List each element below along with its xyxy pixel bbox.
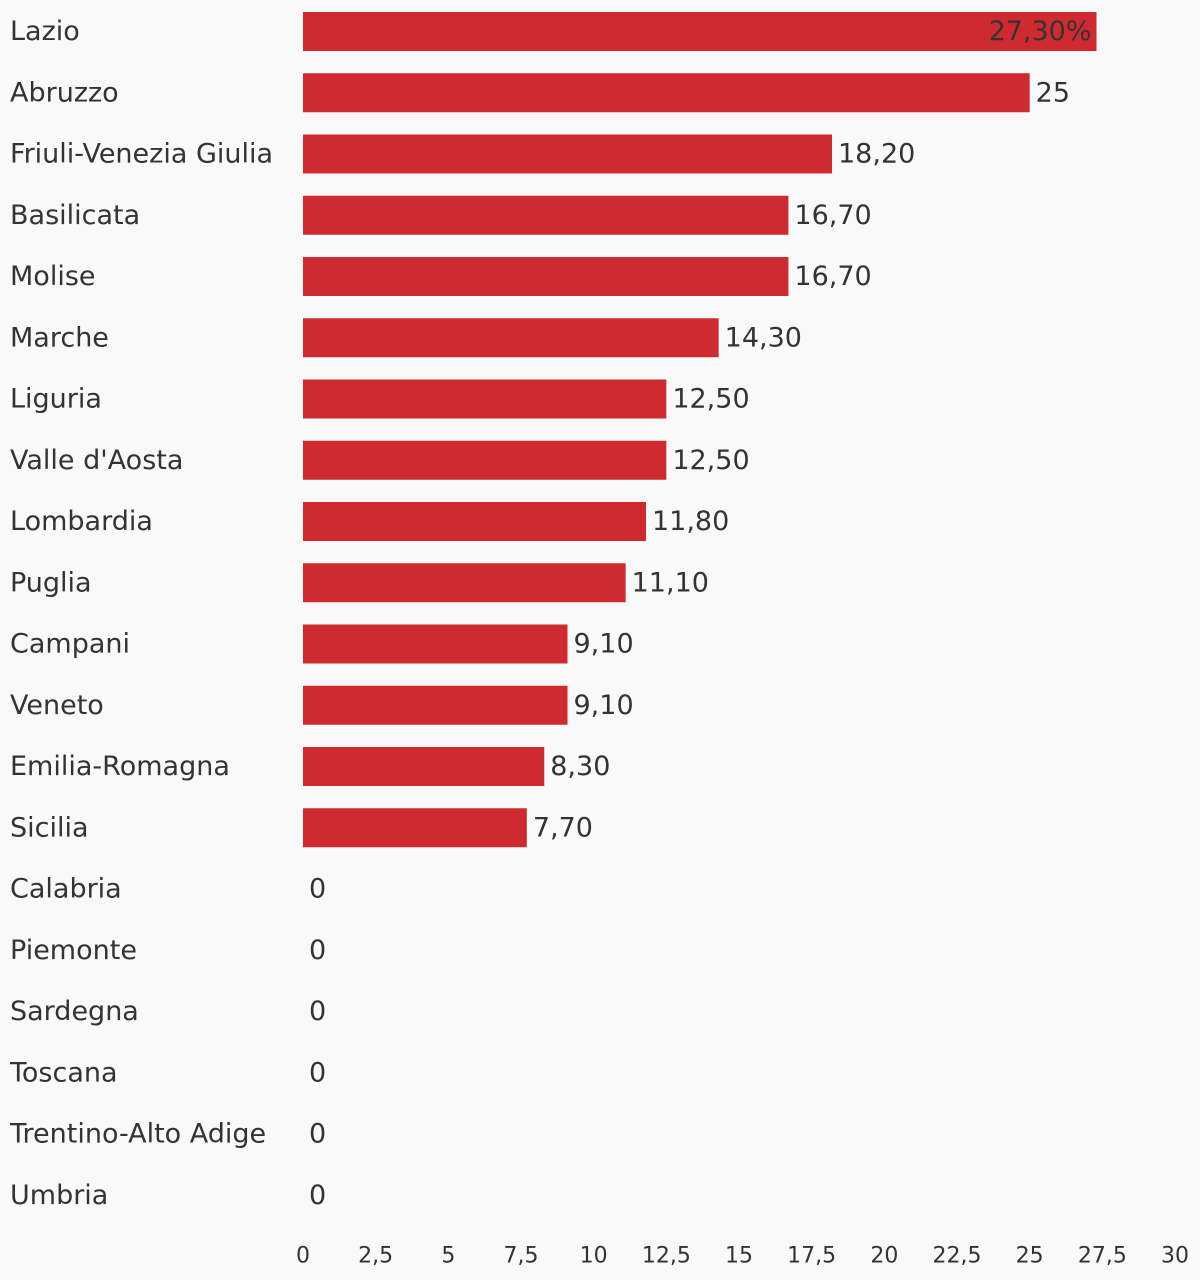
x-tick-label: 17,5 — [787, 1244, 836, 1269]
x-tick-label: 15 — [725, 1244, 753, 1269]
data-label: 25 — [1036, 77, 1070, 108]
category-label: Molise — [10, 261, 96, 292]
data-label: 18,20 — [838, 139, 915, 170]
x-tick-label: 7,5 — [504, 1244, 539, 1269]
category-label: Liguria — [10, 384, 102, 415]
bar — [303, 134, 833, 174]
data-label: 11,80 — [652, 506, 729, 537]
bar — [303, 73, 1030, 113]
bar — [303, 12, 1097, 51]
category-label: Valle d'Aosta — [10, 445, 183, 476]
category-label: Campani — [10, 629, 130, 660]
x-tick-label: 0 — [296, 1244, 310, 1269]
category-label: Toscana — [9, 1057, 118, 1088]
x-tick-label: 30 — [1161, 1244, 1189, 1269]
data-label: 12,50 — [672, 384, 749, 415]
data-label: 0 — [309, 1057, 326, 1088]
data-label: 0 — [309, 996, 326, 1027]
bar — [303, 563, 626, 603]
x-tick-label: 25 — [1016, 1244, 1044, 1269]
bar — [303, 195, 789, 235]
x-tick-label: 2,5 — [358, 1244, 393, 1269]
data-label: 9,10 — [574, 690, 634, 721]
data-label: 8,30 — [550, 751, 610, 782]
category-label: Calabria — [10, 874, 122, 905]
data-label: 0 — [309, 1119, 326, 1150]
x-tick-label: 5 — [441, 1244, 455, 1269]
data-label: 0 — [309, 935, 326, 966]
bar — [303, 808, 527, 848]
bar — [303, 318, 719, 358]
x-tick-label: 22,5 — [933, 1244, 982, 1269]
bar — [303, 624, 568, 664]
bar — [303, 257, 789, 296]
bar — [303, 440, 667, 480]
category-label: Veneto — [10, 690, 104, 721]
x-tick-label: 27,5 — [1078, 1244, 1127, 1269]
category-label: Friuli-Venezia Giulia — [10, 139, 273, 170]
category-label: Lazio — [10, 16, 80, 47]
category-label: Piemonte — [10, 935, 137, 966]
bar — [303, 502, 646, 541]
category-label: Sardegna — [10, 996, 139, 1027]
x-tick-label: 20 — [870, 1244, 898, 1269]
x-axis-ticks: 0 2,5 5 7,5 10 12,5 15 17,5 20 22,5 25 27,5 30 — [296, 1244, 1189, 1269]
data-label: 9,10 — [574, 629, 634, 660]
value-labels: 27,30% 25 18,20 16,70 16,70 14,30 12,50 12,50 11… — [309, 16, 1092, 1211]
x-tick-label: 10 — [580, 1244, 608, 1269]
data-label: 0 — [309, 874, 326, 905]
data-label: 16,70 — [794, 200, 871, 231]
category-label: Basilicata — [10, 200, 140, 231]
category-label: Abruzzo — [10, 77, 119, 108]
x-tick-label: 12,5 — [642, 1244, 691, 1269]
category-label: Marche — [10, 322, 109, 353]
category-label: Sicilia — [10, 812, 89, 843]
data-label: 14,30 — [725, 322, 802, 353]
category-label: Puglia — [10, 567, 92, 598]
data-label: 7,70 — [533, 812, 593, 843]
category-labels: Lazio Abruzzo Friuli-Venezia Giulia Basilic… — [9, 16, 273, 1211]
category-label: Trentino-Alto Adige — [9, 1119, 266, 1150]
bar — [303, 685, 568, 725]
bar — [303, 747, 545, 786]
category-label: Lombardia — [10, 506, 153, 537]
data-label: 27,30% — [989, 16, 1092, 47]
bar — [303, 379, 667, 419]
data-label: 16,70 — [794, 261, 871, 292]
category-label: Umbria — [10, 1180, 108, 1211]
data-label: 12,50 — [672, 445, 749, 476]
data-label: 0 — [309, 1180, 326, 1211]
category-label: Emilia-Romagna — [10, 751, 230, 782]
data-label: 11,10 — [632, 567, 709, 598]
bars-layer — [303, 12, 1097, 848]
